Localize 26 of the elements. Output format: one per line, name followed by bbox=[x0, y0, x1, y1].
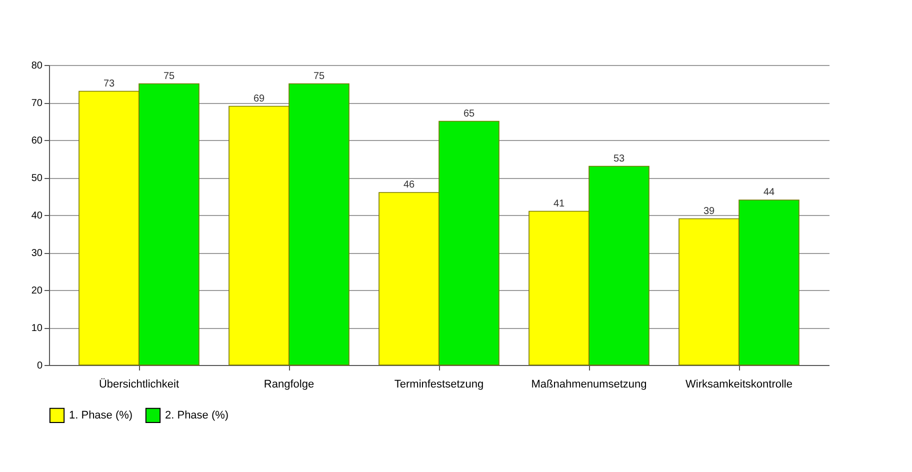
y-tick-label: 40 bbox=[31, 210, 43, 222]
y-tick-label: 70 bbox=[31, 98, 43, 109]
x-tick-label: Maßnahmenumsetzung bbox=[531, 378, 647, 390]
x-tick-label: Übersichtlichkeit bbox=[98, 378, 180, 390]
legend-label: 1. Phase (%) bbox=[69, 409, 133, 422]
y-tick-label: 20 bbox=[31, 286, 43, 296]
x-tick-label: Rangfolge bbox=[264, 378, 314, 390]
data-label: 75 bbox=[163, 70, 175, 82]
data-label: 75 bbox=[313, 70, 325, 82]
data-label: 44 bbox=[763, 187, 775, 198]
y-tick-label: 80 bbox=[31, 60, 43, 72]
x-tick-label: Terminfestsetzung bbox=[394, 378, 484, 390]
y-tick-label: 50 bbox=[31, 173, 43, 184]
data-label: 39 bbox=[703, 206, 715, 217]
data-label: 41 bbox=[553, 198, 565, 210]
legend-label: 2. Phase (%) bbox=[165, 409, 229, 422]
data-label: 73 bbox=[103, 78, 115, 90]
y-tick-label: 0 bbox=[36, 360, 43, 372]
data-label: 69 bbox=[253, 93, 265, 104]
x-tick-label: Wirksamkeitskontrolle bbox=[686, 378, 792, 390]
data-label: 53 bbox=[613, 153, 625, 164]
y-tick-label: 10 bbox=[31, 323, 43, 334]
data-label: 65 bbox=[463, 108, 475, 120]
y-tick-label: 30 bbox=[31, 248, 43, 259]
y-tick-label: 60 bbox=[31, 136, 43, 146]
data-label: 46 bbox=[403, 180, 415, 190]
